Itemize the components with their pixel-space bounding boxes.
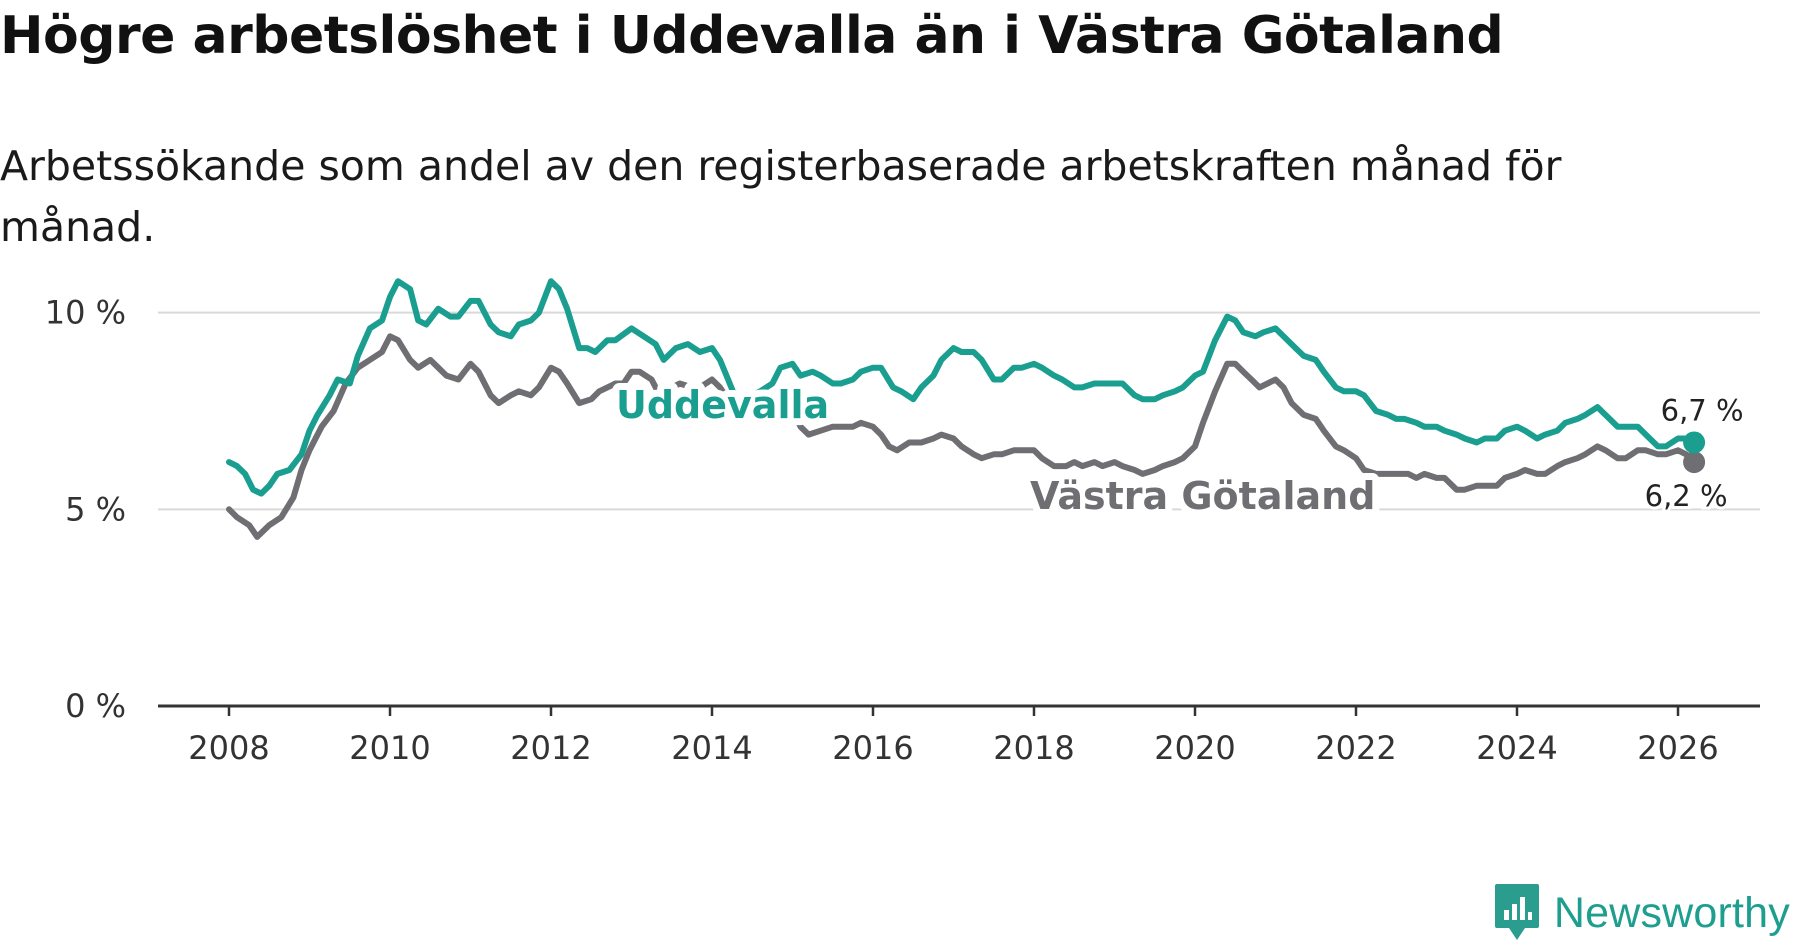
brand-name: Newsworthy	[1553, 888, 1790, 937]
newsworthy-logo-icon	[1494, 884, 1539, 940]
series-line-uddevalla	[226, 278, 1698, 497]
endpoint-uddevalla	[1683, 431, 1706, 454]
series-label-uddevalla: Uddevalla	[616, 383, 829, 427]
newsworthy-brand: Newsworthy	[1494, 882, 1790, 944]
x-tick-label: 2018	[993, 729, 1074, 767]
y-tick-label: 0 %	[65, 687, 126, 725]
gridlines	[158, 311, 1760, 511]
x-tick-label: 2008	[188, 729, 269, 767]
endpoint-vastra-gotaland	[1683, 451, 1706, 474]
axes: 0 % 5 % 10 % 2008 2010 2012 2014 2016 2018 2020 20…	[45, 294, 1760, 767]
x-tick-label: 2012	[510, 729, 591, 767]
x-tick-label: 2014	[671, 729, 752, 767]
labels: 6,7 % 6,2 % Uddevalla Västra Götaland	[609, 376, 1747, 525]
chart-subtitle: Arbetssökande som andel av den registerb…	[0, 142, 1562, 251]
x-tick-label: 2016	[832, 729, 913, 767]
x-tick-label: 2020	[1154, 729, 1235, 767]
chart-title: Högre arbetslöshet i Uddevalla än i Väst…	[0, 6, 1504, 66]
y-tick-label: 5 %	[65, 490, 126, 528]
x-tick-label: 2024	[1476, 729, 1557, 767]
end-label-vastra-gotaland: 6,2 %	[1645, 479, 1728, 513]
x-tick-label: 2010	[349, 729, 430, 767]
series-lines	[226, 278, 1706, 540]
end-label-uddevalla: 6,7 %	[1661, 393, 1744, 427]
series-label-vastra-gotaland: Västra Götaland	[1030, 474, 1375, 518]
series-line-västra-götaland	[226, 333, 1698, 540]
x-tick-label: 2026	[1637, 729, 1718, 767]
y-tick-label: 10 %	[45, 294, 126, 332]
x-tick-label: 2022	[1315, 729, 1396, 767]
